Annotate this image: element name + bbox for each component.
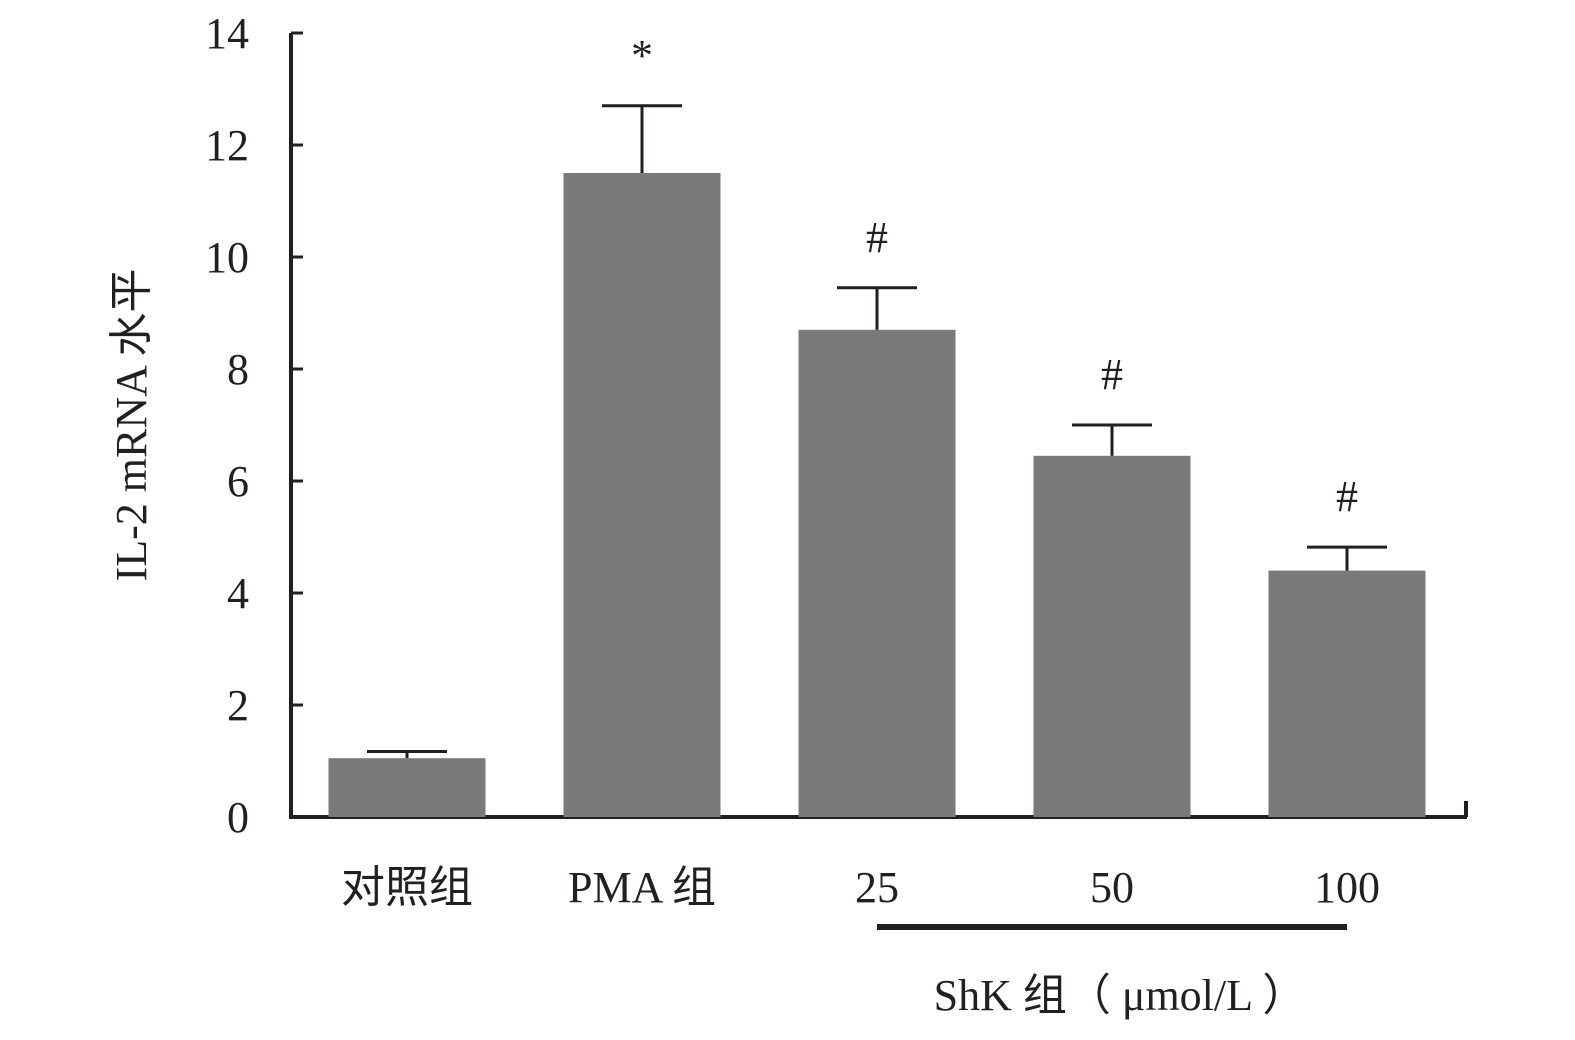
y-tick-label: 8: [227, 345, 249, 394]
y-tick-label: 6: [227, 457, 249, 506]
y-tick-label: 12: [205, 121, 249, 170]
x-tick-label: 25: [855, 863, 899, 912]
x-tick-label: 50: [1090, 863, 1134, 912]
bar: [1033, 455, 1191, 817]
y-tick-label: 4: [227, 569, 249, 618]
significance-mark: *: [631, 31, 653, 80]
x-tick-label: PMA 组: [568, 863, 716, 912]
x-tick-label: 100: [1314, 863, 1380, 912]
y-tick-label: 14: [205, 9, 249, 58]
significance-mark: #: [1101, 350, 1123, 399]
bars: [328, 173, 1426, 817]
bar: [563, 173, 721, 817]
y-tick-label: 10: [205, 233, 249, 282]
significance-mark: #: [866, 213, 888, 262]
y-tick-label: 2: [227, 681, 249, 730]
error-bars: [367, 104, 1387, 759]
y-tick-label: 0: [227, 793, 249, 842]
x-tick-label: 对照组: [341, 863, 473, 912]
bar: [798, 329, 956, 817]
bar: [1268, 570, 1426, 817]
group-bracket-label: ShK 组（ μmol/L ）: [934, 971, 1307, 1020]
bar: [328, 758, 486, 817]
significance-mark: #: [1336, 472, 1358, 521]
y-axis-label: IL-2 mRNA 水平: [107, 269, 156, 582]
